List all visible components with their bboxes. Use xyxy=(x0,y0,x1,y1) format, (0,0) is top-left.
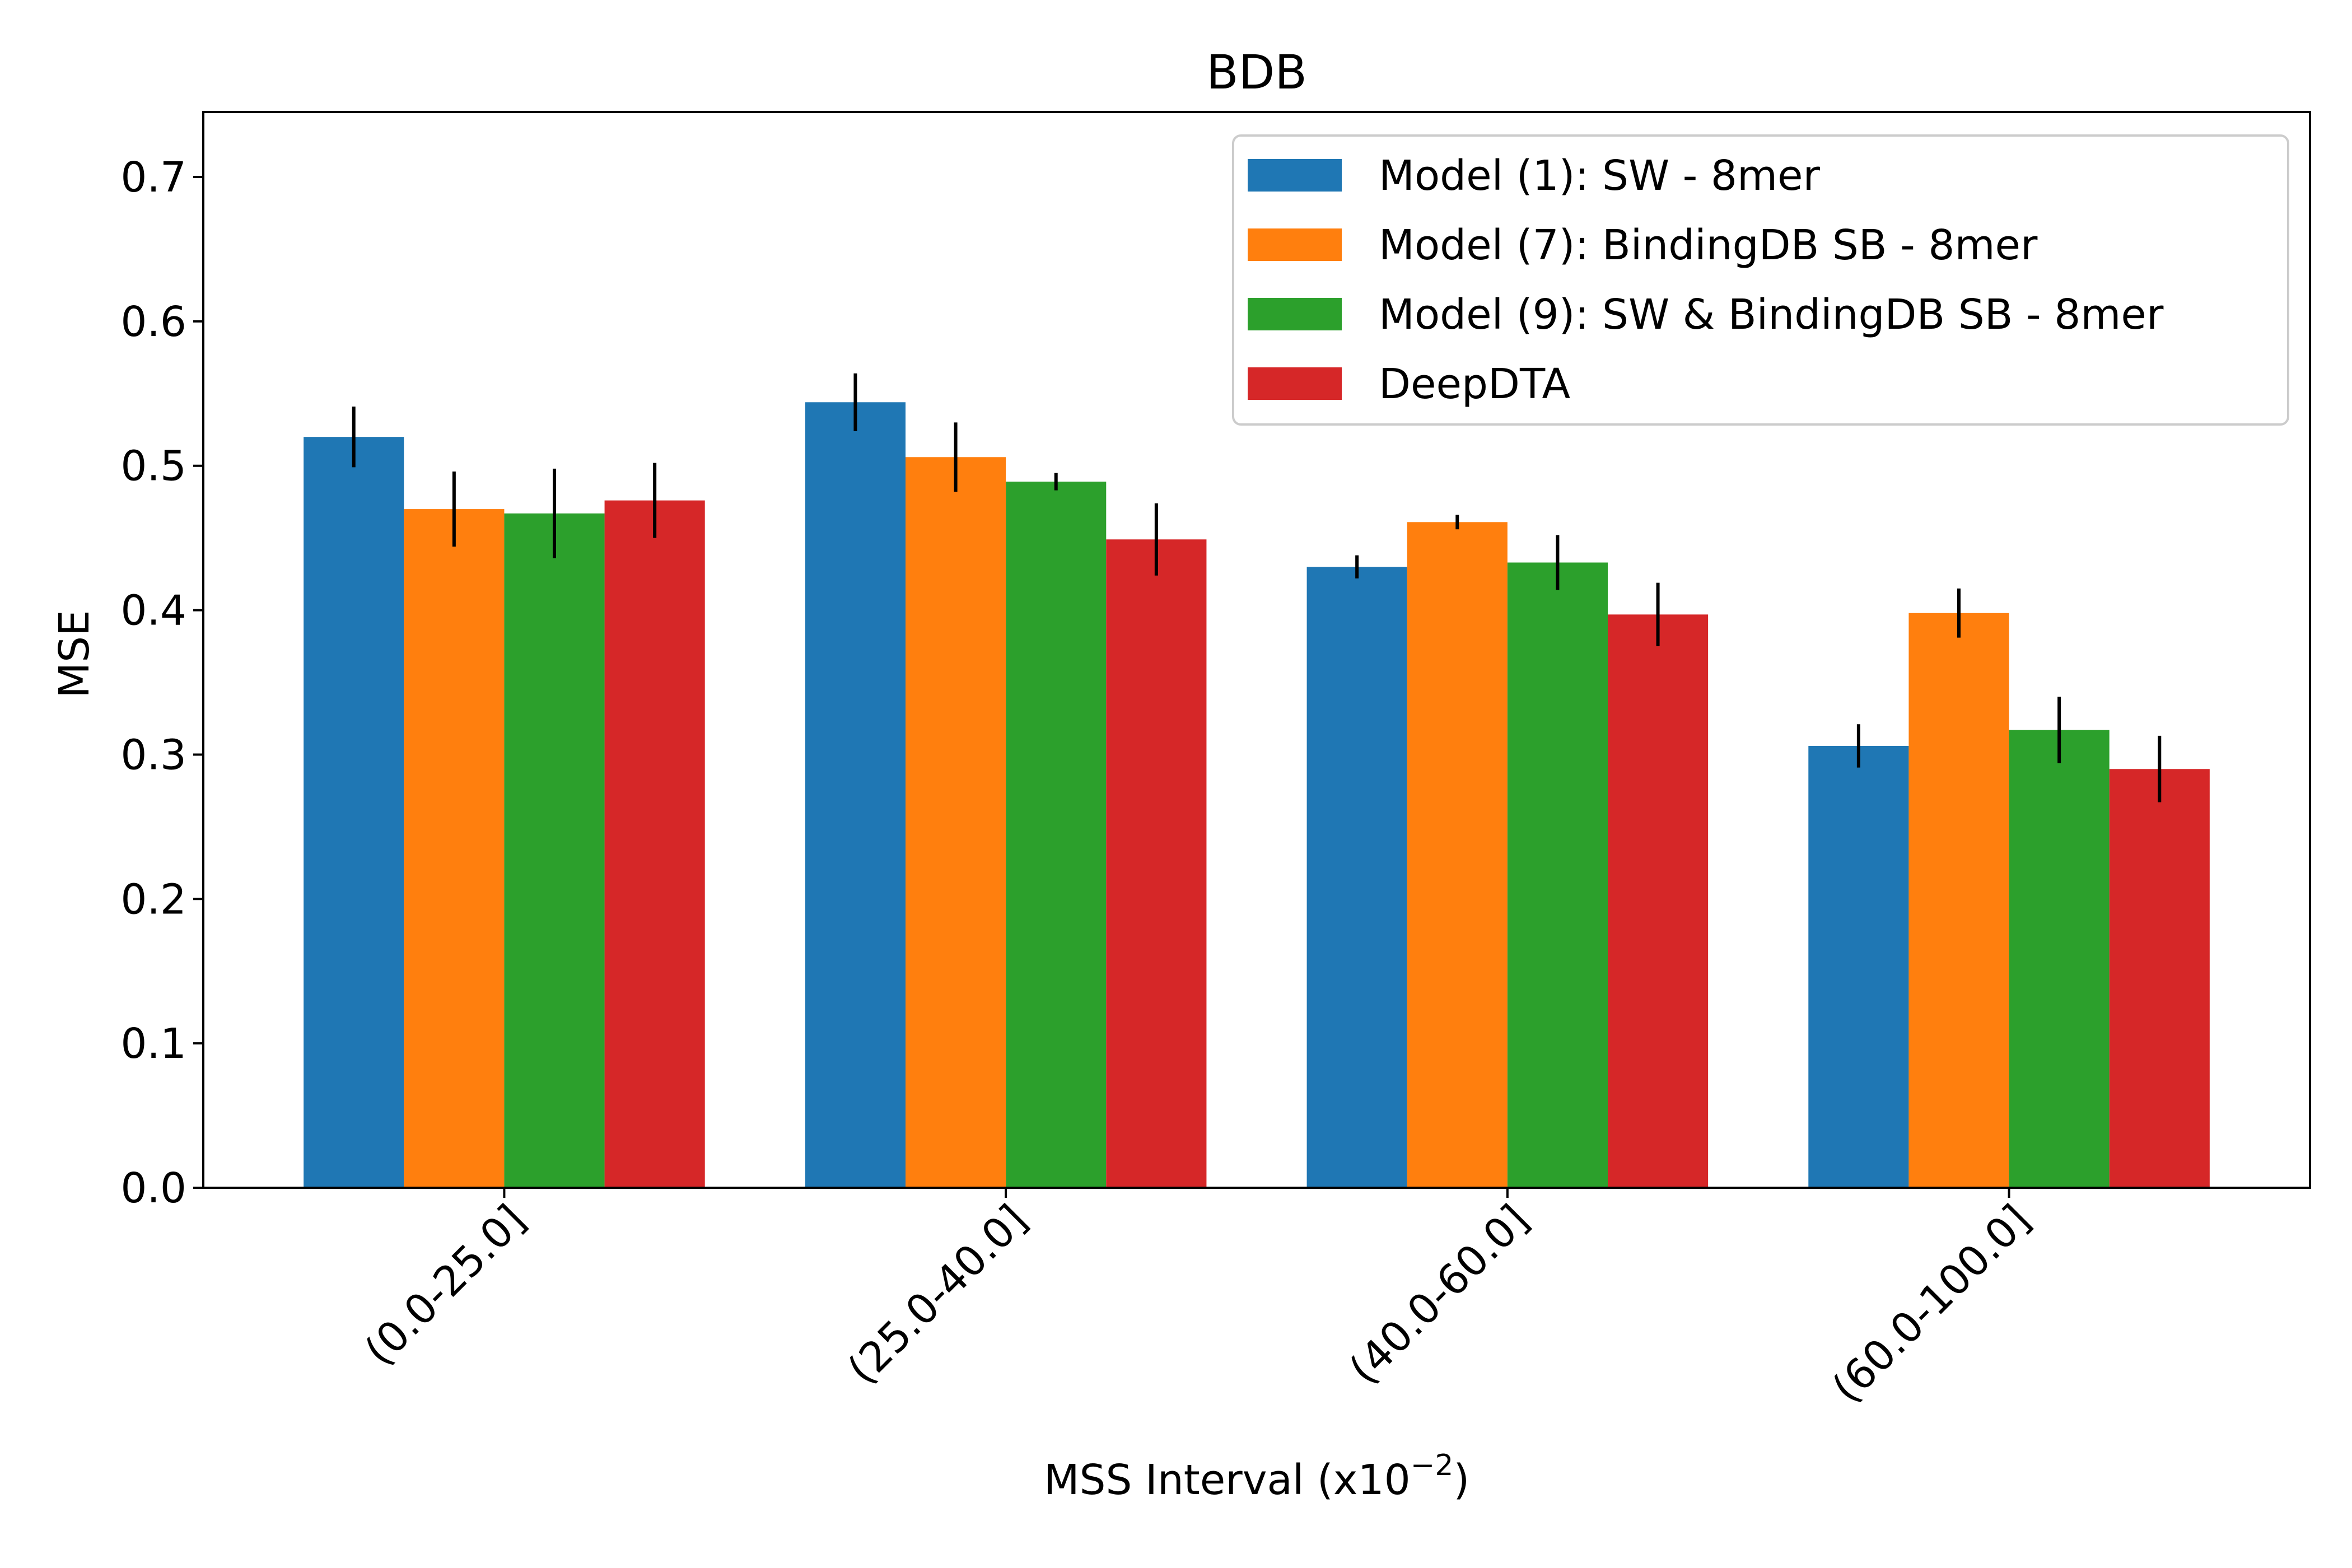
y-axis-label: MSE xyxy=(50,610,99,698)
bar xyxy=(1908,613,2009,1188)
legend-label: DeepDTA xyxy=(1379,360,1570,408)
bar xyxy=(906,457,1006,1188)
legend-swatch xyxy=(1248,228,1342,261)
y-tick-label: 0.4 xyxy=(120,587,186,635)
legend-label: Model (7): BindingDB SB - 8mer xyxy=(1379,221,2038,269)
legend-swatch xyxy=(1248,159,1342,192)
bar xyxy=(2109,769,2210,1188)
bar xyxy=(1106,539,1207,1188)
x-axis-label: MSS Interval (x10−2) xyxy=(1044,1449,1470,1504)
error-bar-layer xyxy=(352,373,2162,802)
bar xyxy=(404,509,505,1188)
bar xyxy=(1608,614,1709,1188)
chart-title: BDB xyxy=(1206,45,1307,100)
bar xyxy=(1808,745,1909,1188)
bar xyxy=(1507,562,1608,1188)
x-axis-label-suffix: ) xyxy=(1453,1456,1469,1504)
legend-label: Model (9): SW & BindingDB SB - 8mer xyxy=(1379,291,2164,339)
y-tick-label: 0.6 xyxy=(120,298,186,346)
legend-swatch xyxy=(1248,298,1342,330)
legend-label: Model (1): SW - 8mer xyxy=(1379,152,1821,200)
bar xyxy=(1407,522,1508,1188)
x-axis-label-main: MSS Interval (x10 xyxy=(1044,1456,1411,1504)
bar xyxy=(805,402,906,1188)
y-tick-label: 0.5 xyxy=(120,442,186,491)
y-tick-label: 0.3 xyxy=(120,731,186,779)
y-tick-label: 0.0 xyxy=(120,1164,186,1212)
bar xyxy=(2009,730,2110,1188)
y-tick-label: 0.1 xyxy=(120,1020,186,1068)
bar-layer xyxy=(304,402,2210,1188)
bar xyxy=(604,500,705,1188)
bar xyxy=(1006,482,1107,1188)
bar xyxy=(504,513,605,1188)
x-axis-label-exponent: −2 xyxy=(1411,1449,1454,1482)
plot-frame xyxy=(202,111,2311,1189)
legend: Model (1): SW - 8mer Model (7): BindingDB… xyxy=(1232,134,2289,426)
bar xyxy=(304,437,404,1188)
legend-swatch xyxy=(1248,367,1342,400)
y-axis: 0.0 0.1 0.2 0.3 0.4 0.5 0.6 0.7 xyxy=(120,153,203,1212)
bar xyxy=(1306,567,1407,1188)
legend-frame xyxy=(1232,134,2289,426)
y-tick-label: 0.2 xyxy=(120,875,186,923)
y-tick-label: 0.7 xyxy=(120,153,186,202)
